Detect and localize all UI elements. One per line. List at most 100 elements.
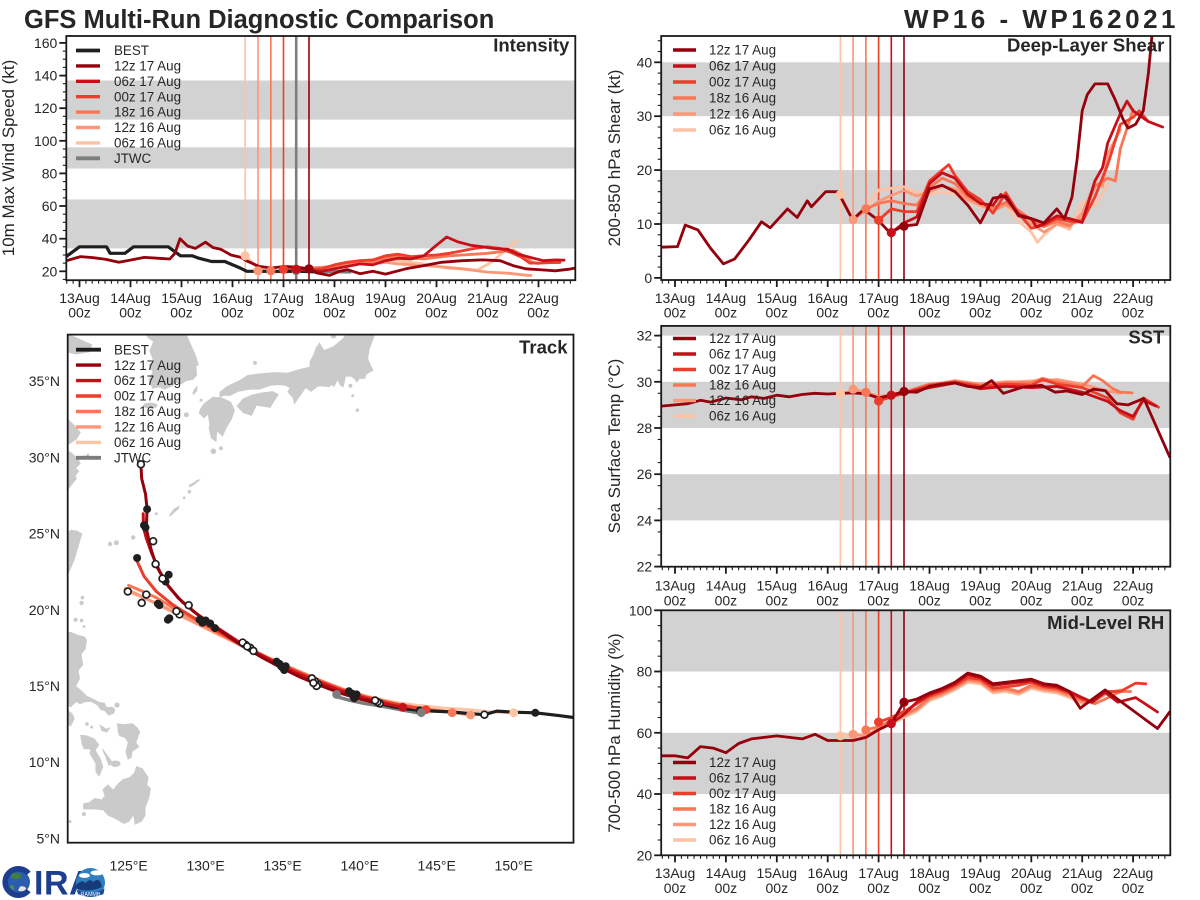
svg-text:13Aug: 13Aug — [655, 865, 695, 881]
svg-text:19Aug: 19Aug — [960, 865, 1000, 881]
svg-text:18Aug: 18Aug — [909, 865, 949, 881]
svg-text:60: 60 — [637, 725, 653, 741]
svg-text:00z: 00z — [1020, 305, 1043, 321]
svg-text:12z 16 Aug: 12z 16 Aug — [709, 817, 776, 832]
svg-text:20Aug: 20Aug — [1011, 290, 1051, 306]
svg-text:700-500 hPa Humidity (%): 700-500 hPa Humidity (%) — [605, 633, 624, 832]
svg-text:SST: SST — [1128, 327, 1165, 348]
svg-text:130°E: 130°E — [186, 857, 224, 873]
svg-text:00z: 00z — [119, 304, 142, 320]
svg-text:15Aug: 15Aug — [161, 290, 201, 306]
svg-text:06z 16 Aug: 06z 16 Aug — [114, 136, 181, 151]
svg-text:00z: 00z — [425, 304, 448, 320]
svg-text:30: 30 — [637, 374, 653, 390]
svg-text:60: 60 — [42, 198, 58, 214]
svg-text:WP16 - WP162021: WP16 - WP162021 — [904, 4, 1179, 34]
svg-text:06z 17 Aug: 06z 17 Aug — [114, 74, 181, 89]
svg-text:120: 120 — [34, 100, 58, 116]
svg-text:GFS Multi-Run Diagnostic Compa: GFS Multi-Run Diagnostic Comparison — [24, 6, 494, 34]
svg-text:00z: 00z — [664, 305, 687, 321]
svg-text:18Aug: 18Aug — [909, 290, 949, 306]
svg-text:RAMMB: RAMMB — [80, 892, 100, 898]
svg-text:10m Max Wind Speed (kt): 10m Max Wind Speed (kt) — [0, 60, 18, 257]
svg-text:12z 16 Aug: 12z 16 Aug — [114, 120, 181, 135]
svg-text:00z: 00z — [1020, 592, 1043, 608]
svg-text:32: 32 — [637, 328, 653, 344]
svg-text:00z: 00z — [816, 880, 839, 896]
svg-text:12z 16 Aug: 12z 16 Aug — [709, 107, 776, 122]
svg-text:20: 20 — [637, 162, 653, 178]
svg-text:21Aug: 21Aug — [467, 290, 507, 306]
svg-text:40: 40 — [42, 231, 58, 247]
svg-text:00z: 00z — [969, 880, 992, 896]
svg-text:00z 17 Aug: 00z 17 Aug — [709, 75, 776, 90]
svg-text:14Aug: 14Aug — [706, 865, 746, 881]
svg-text:00z: 00z — [867, 880, 890, 896]
svg-text:14Aug: 14Aug — [706, 290, 746, 306]
svg-text:12z 17 Aug: 12z 17 Aug — [709, 755, 776, 770]
svg-text:00z: 00z — [1071, 305, 1094, 321]
svg-text:06z 17 Aug: 06z 17 Aug — [114, 373, 181, 388]
svg-text:16Aug: 16Aug — [807, 865, 847, 881]
svg-text:00z 17 Aug: 00z 17 Aug — [709, 362, 776, 377]
svg-text:22Aug: 22Aug — [1113, 577, 1153, 593]
svg-text:Sea Surface Temp (°C): Sea Surface Temp (°C) — [605, 359, 624, 534]
svg-text:00z: 00z — [1071, 592, 1094, 608]
svg-text:16Aug: 16Aug — [807, 577, 847, 593]
svg-text:15Aug: 15Aug — [757, 865, 797, 881]
svg-text:00z: 00z — [766, 592, 789, 608]
svg-text:00z: 00z — [374, 304, 397, 320]
svg-text:15Aug: 15Aug — [757, 290, 797, 306]
svg-text:BEST: BEST — [114, 43, 149, 58]
svg-text:14Aug: 14Aug — [706, 577, 746, 593]
svg-text:22Aug: 22Aug — [518, 290, 558, 306]
svg-text:00z: 00z — [969, 305, 992, 321]
svg-text:06z 17 Aug: 06z 17 Aug — [709, 347, 776, 362]
svg-text:Intensity: Intensity — [493, 35, 570, 56]
svg-text:16Aug: 16Aug — [212, 290, 252, 306]
svg-text:00z: 00z — [476, 304, 499, 320]
svg-text:20: 20 — [637, 847, 653, 863]
svg-text:0: 0 — [644, 270, 652, 286]
svg-text:80: 80 — [637, 664, 653, 680]
svg-text:00z: 00z — [272, 304, 295, 320]
svg-text:00z: 00z — [323, 304, 346, 320]
svg-text:JTWC: JTWC — [114, 151, 152, 166]
svg-text:00z: 00z — [170, 304, 193, 320]
svg-text:00z: 00z — [1122, 592, 1145, 608]
svg-text:JTWC: JTWC — [114, 450, 152, 465]
svg-text:16Aug: 16Aug — [807, 290, 847, 306]
svg-text:13Aug: 13Aug — [655, 577, 695, 593]
svg-text:06z 16 Aug: 06z 16 Aug — [709, 409, 776, 424]
svg-text:18z 16 Aug: 18z 16 Aug — [709, 802, 776, 817]
svg-text:00z: 00z — [1020, 880, 1043, 896]
svg-text:00z 17 Aug: 00z 17 Aug — [114, 389, 181, 404]
svg-text:06z 17 Aug: 06z 17 Aug — [709, 59, 776, 74]
svg-text:18Aug: 18Aug — [314, 290, 354, 306]
svg-text:00z: 00z — [867, 305, 890, 321]
svg-text:00z: 00z — [1122, 305, 1145, 321]
svg-text:17Aug: 17Aug — [858, 577, 898, 593]
svg-text:21Aug: 21Aug — [1062, 577, 1102, 593]
svg-text:40: 40 — [637, 786, 653, 802]
svg-text:12z 16 Aug: 12z 16 Aug — [709, 393, 776, 408]
svg-text:200-850 hPa Shear (kt): 200-850 hPa Shear (kt) — [605, 70, 624, 247]
svg-text:06z 16 Aug: 06z 16 Aug — [709, 123, 776, 138]
svg-text:20°N: 20°N — [29, 602, 60, 618]
svg-text:13Aug: 13Aug — [655, 290, 695, 306]
svg-text:BEST: BEST — [114, 342, 149, 357]
svg-text:00z: 00z — [969, 592, 992, 608]
svg-text:160: 160 — [34, 35, 58, 51]
svg-text:00z: 00z — [766, 880, 789, 896]
svg-text:00z 17 Aug: 00z 17 Aug — [114, 89, 181, 104]
svg-text:22Aug: 22Aug — [1113, 290, 1153, 306]
svg-text:14Aug: 14Aug — [110, 290, 150, 306]
svg-text:20Aug: 20Aug — [1011, 865, 1051, 881]
svg-text:25°N: 25°N — [29, 526, 60, 542]
svg-text:Mid-Level RH: Mid-Level RH — [1047, 612, 1164, 633]
svg-text:12z 17 Aug: 12z 17 Aug — [709, 43, 776, 58]
svg-text:12z 16 Aug: 12z 16 Aug — [114, 420, 181, 435]
svg-text:100: 100 — [34, 133, 58, 149]
svg-text:125°E: 125°E — [109, 857, 147, 873]
svg-text:00z: 00z — [816, 592, 839, 608]
